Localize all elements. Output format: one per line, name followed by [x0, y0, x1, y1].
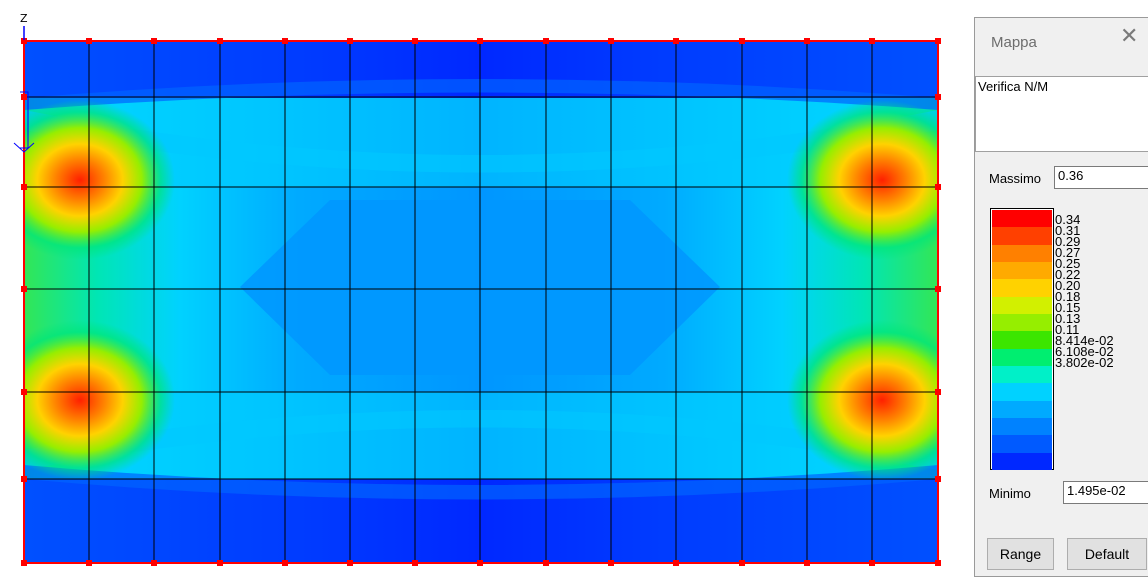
- level-value: 8.414e-02: [1055, 333, 1114, 348]
- min-value-field[interactable]: 1.495e-02: [1063, 481, 1148, 504]
- level-values: 0.34 0.31 0.29 0.27 0.25 0.22 0.20 0.18 0.15 0.13…: [1055, 212, 1114, 370]
- level-value: 0.31: [1055, 223, 1081, 238]
- color-swatch: [992, 383, 1052, 402]
- node-marker: [21, 286, 27, 292]
- min-label: Minimo: [989, 486, 1031, 501]
- node-marker: [608, 560, 614, 566]
- color-swatch: [992, 348, 1052, 367]
- node-marker: [935, 389, 941, 395]
- node-marker: [86, 38, 92, 44]
- color-swatch: [992, 210, 1052, 228]
- color-swatch: [992, 418, 1052, 436]
- level-value: 0.22: [1055, 267, 1081, 282]
- max-label: Massimo: [989, 171, 1042, 186]
- legend-panel: Mappa ✕ Verifica N/M Massimo 0.36 0.34 0.…: [974, 17, 1148, 577]
- node-marker: [21, 94, 27, 100]
- color-swatch: [992, 400, 1052, 419]
- contour-field: [24, 41, 938, 563]
- node-marker: [804, 38, 810, 44]
- contour-plot[interactable]: Z: [0, 0, 960, 568]
- node-marker: [21, 389, 27, 395]
- contour-viewport[interactable]: Z: [0, 0, 960, 568]
- node-marker: [151, 38, 157, 44]
- color-swatch: [992, 366, 1052, 384]
- panel-title: Mappa: [991, 34, 1037, 51]
- node-marker: [282, 38, 288, 44]
- node-marker: [739, 38, 745, 44]
- axis-triad: Z: [13, 12, 35, 153]
- node-marker: [869, 38, 875, 44]
- node-marker: [217, 38, 223, 44]
- level-value: 0.29: [1055, 234, 1081, 249]
- level-value: 3.802e-02: [1055, 355, 1114, 370]
- node-marker: [347, 38, 353, 44]
- node-marker: [217, 560, 223, 566]
- level-value: 0.15: [1055, 300, 1081, 315]
- color-swatch: [992, 452, 1052, 471]
- node-marker: [21, 184, 27, 190]
- node-marker: [935, 286, 941, 292]
- node-marker: [412, 560, 418, 566]
- node-marker: [21, 560, 27, 566]
- element-mesh: [24, 41, 938, 563]
- axis-z-label: Z: [20, 12, 28, 25]
- node-marker: [21, 38, 27, 44]
- node-marker: [935, 560, 941, 566]
- node-marker: [151, 560, 157, 566]
- node-marker: [935, 38, 941, 44]
- color-swatch: [992, 435, 1052, 454]
- color-scale: [990, 208, 1054, 471]
- level-value: 0.20: [1055, 278, 1081, 293]
- level-value: 0.11: [1055, 322, 1080, 337]
- color-swatch: [992, 296, 1052, 315]
- max-value-field[interactable]: 0.36: [1054, 166, 1148, 189]
- level-value: 0.25: [1055, 256, 1081, 271]
- node-marker: [608, 38, 614, 44]
- node-marker: [935, 476, 941, 482]
- range-button[interactable]: Range: [987, 538, 1054, 570]
- node-marker: [739, 560, 745, 566]
- node-marker: [673, 38, 679, 44]
- node-marker: [347, 560, 353, 566]
- node-marker: [477, 38, 483, 44]
- color-swatch: [992, 314, 1052, 332]
- close-icon[interactable]: ✕: [1120, 24, 1139, 49]
- node-marker: [935, 184, 941, 190]
- color-swatch: [992, 244, 1052, 263]
- color-swatch: [992, 279, 1052, 298]
- node-marker: [543, 560, 549, 566]
- node-markers: [21, 38, 941, 566]
- node-marker: [412, 38, 418, 44]
- node-marker: [21, 476, 27, 482]
- result-description: Verifica N/M: [975, 76, 1148, 152]
- level-value: 0.27: [1055, 245, 1081, 260]
- level-value: 0.13: [1055, 311, 1081, 326]
- color-swatch: [992, 262, 1052, 280]
- level-value: 0.34: [1055, 212, 1081, 227]
- node-marker: [477, 560, 483, 566]
- node-marker: [86, 560, 92, 566]
- node-marker: [673, 560, 679, 566]
- color-swatch: [992, 227, 1052, 246]
- color-swatch: [992, 331, 1052, 350]
- node-marker: [935, 94, 941, 100]
- level-value: 0.18: [1055, 289, 1081, 304]
- level-value: 6.108e-02: [1055, 344, 1114, 359]
- node-marker: [804, 560, 810, 566]
- default-button[interactable]: Default: [1067, 538, 1147, 570]
- node-marker: [869, 560, 875, 566]
- node-marker: [543, 38, 549, 44]
- node-marker: [282, 560, 288, 566]
